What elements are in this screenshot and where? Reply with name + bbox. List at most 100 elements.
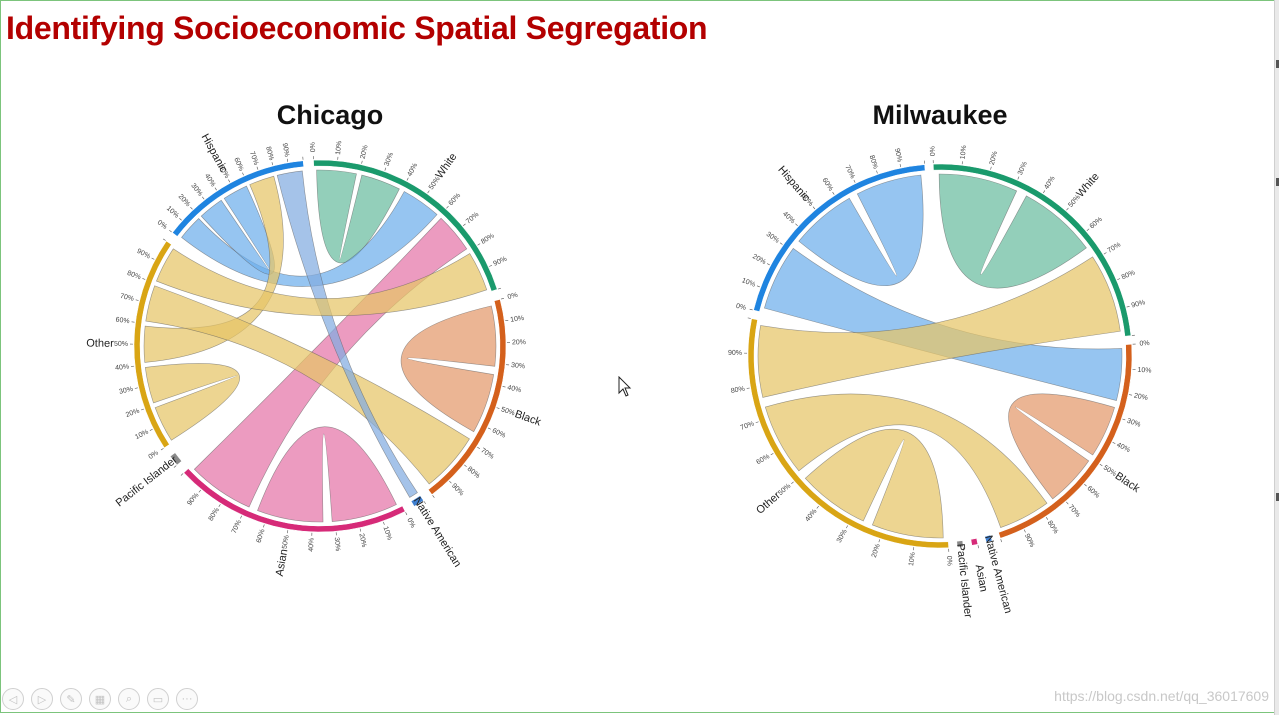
tick-label: 10% <box>510 315 525 324</box>
tick-label: 20% <box>989 151 999 166</box>
tick-label: 0% <box>945 556 952 566</box>
arc-native-american <box>984 534 993 543</box>
tick-label: 50% <box>281 535 290 550</box>
tick-label: 40% <box>804 508 818 523</box>
tick-label: 90% <box>893 148 903 163</box>
tick-mark <box>256 166 259 170</box>
tick-label: 70% <box>248 151 259 167</box>
tick-mark <box>899 164 901 168</box>
pen-button[interactable]: ✎ <box>60 688 82 710</box>
group-label-pacific-islander: Pacific Islander <box>954 543 974 619</box>
tick-mark <box>1043 190 1046 194</box>
tick-label: 20% <box>512 339 526 346</box>
slides-button[interactable]: ▦ <box>89 688 111 710</box>
tick-mark <box>149 428 153 431</box>
zoom-button[interactable]: ⌕ <box>118 688 140 710</box>
tick-mark <box>832 191 835 195</box>
tick-label: 30% <box>333 537 341 552</box>
tick-mark <box>218 504 221 507</box>
tick-label: 20% <box>871 543 882 559</box>
tick-mark <box>162 238 166 241</box>
tick-mark <box>286 158 289 162</box>
tick-mark <box>846 525 848 529</box>
tick-mark <box>498 287 502 290</box>
tick-label: 10% <box>381 526 392 542</box>
tick-label: 0% <box>930 146 937 156</box>
tick-mark <box>1000 539 1002 543</box>
subtitles-button[interactable]: ▭ <box>147 688 169 710</box>
tick-label: 80% <box>730 386 745 395</box>
tick-mark <box>361 160 363 164</box>
ribbon-black-to-black <box>400 305 497 433</box>
ribbon-other-to-black <box>145 285 470 485</box>
tick-mark <box>180 473 184 476</box>
tick-label: 30% <box>1017 161 1029 177</box>
tick-mark <box>502 386 506 388</box>
tick-mark <box>432 495 435 498</box>
tick-label: 0% <box>507 292 519 301</box>
group-label-black: Black <box>1113 470 1142 495</box>
tick-mark <box>446 205 449 209</box>
tick-mark <box>477 243 481 246</box>
tick-label: 50% <box>114 341 128 348</box>
tick-label: 70% <box>1106 241 1122 254</box>
arc-white <box>933 163 1132 337</box>
chicago-chord-diagram: 0% 10% 20% 30%40%50%60%70%80%90%White0%10%2… <box>86 132 543 577</box>
tick-mark <box>173 465 177 468</box>
group-label-asian: Asian <box>973 564 990 593</box>
tick-mark <box>747 317 751 319</box>
tick-label: 70% <box>843 164 855 180</box>
tick-mark <box>384 167 387 171</box>
edge-tick <box>1276 178 1279 186</box>
tick-mark <box>1045 517 1049 520</box>
tick-mark <box>1103 252 1107 255</box>
ribbon-other-to-white <box>757 256 1121 398</box>
tick-mark <box>1066 207 1069 211</box>
tick-label: 60% <box>1086 485 1101 500</box>
arc-black <box>998 344 1133 539</box>
arc-native-american <box>410 495 424 507</box>
tick-label: 10% <box>741 277 757 289</box>
tick-label: 40% <box>308 538 316 552</box>
tick-mark <box>1066 501 1069 505</box>
tick-label: 60% <box>256 528 267 543</box>
tick-mark <box>990 166 992 170</box>
tick-mark <box>134 387 138 389</box>
tick-mark <box>240 515 242 519</box>
tick-mark <box>242 172 244 176</box>
tick-mark <box>795 223 798 226</box>
next-button[interactable]: ▷ <box>31 688 53 710</box>
tick-label: 30% <box>1126 418 1142 429</box>
slide-title: Identifying Socioeconomic Spatial Segreg… <box>6 10 708 46</box>
more-button[interactable]: ··· <box>176 688 198 710</box>
tick-mark <box>489 264 493 267</box>
arc-white <box>313 159 498 292</box>
window-edge <box>1274 0 1279 715</box>
tick-mark <box>992 541 994 545</box>
tick-mark <box>160 448 164 451</box>
ribbon-white-to-white <box>316 169 400 264</box>
group-label-asian: Asian <box>274 548 291 577</box>
tick-label: 90% <box>1131 299 1146 309</box>
tick-label: 80% <box>1121 269 1137 281</box>
tick-mark <box>756 285 760 288</box>
group-label-other: Other <box>86 338 114 350</box>
prev-button[interactable]: ◁ <box>2 688 24 710</box>
tick-mark <box>767 263 770 266</box>
tick-label: 0% <box>156 219 168 231</box>
ribbon-hispanic-to-white <box>181 191 438 287</box>
tick-label: 20% <box>357 533 367 548</box>
tick-mark <box>487 427 491 430</box>
ribbons-layer <box>757 173 1123 539</box>
tick-label: 90% <box>1023 533 1035 549</box>
tick-label: 90% <box>728 350 742 357</box>
arcs-layer: 0%10%20%30%40%50%60%70%80%90%White0%10%2… <box>728 145 1152 619</box>
tick-mark <box>1122 418 1126 421</box>
ribbon-other-to-white <box>156 248 488 317</box>
tick-mark <box>779 242 783 245</box>
tick-mark <box>770 453 774 456</box>
ribbons-layer <box>143 169 497 523</box>
group-label-hispanic: Hispanic <box>775 164 812 204</box>
watermark: https://blog.csdn.net/qq_36017609 <box>1054 688 1269 704</box>
tick-mark <box>1086 228 1090 231</box>
